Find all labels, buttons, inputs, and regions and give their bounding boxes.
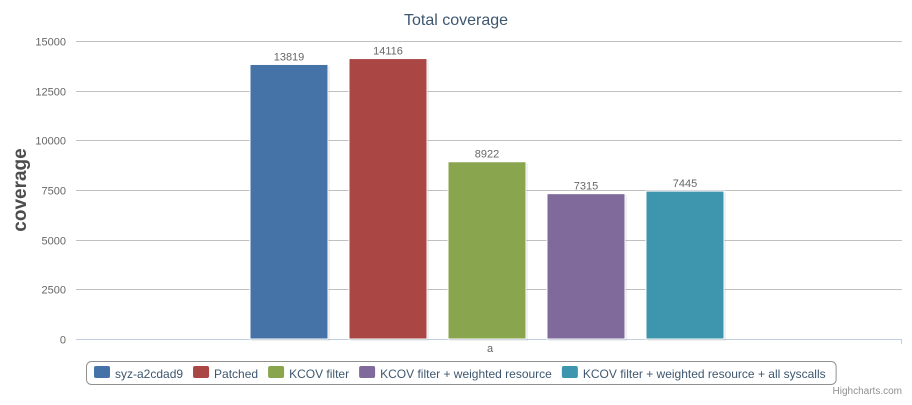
x-tick-labels: a <box>487 343 494 355</box>
legend-label: KCOV filter + weighted resource + all sy… <box>583 367 826 381</box>
y-tick-label: 0 <box>60 335 66 347</box>
legend-item[interactable]: KCOV filter <box>268 366 349 381</box>
legend-swatch <box>94 366 110 378</box>
legend-item[interactable]: Patched <box>193 366 258 381</box>
legend-item[interactable]: KCOV filter + weighted resource <box>359 366 552 381</box>
legend-label: Patched <box>214 367 258 381</box>
y-tick-label: 12500 <box>35 87 66 99</box>
y-axis-label: coverage <box>10 148 31 231</box>
legend-label: KCOV filter <box>289 367 349 381</box>
y-tick-labels: 0 2500 5000 7500 10000 12500 15000 <box>35 37 66 347</box>
data-label: 7445 <box>673 178 697 190</box>
legend-swatch <box>193 366 210 378</box>
data-label: 7315 <box>574 181 598 193</box>
data-label: 14116 <box>373 46 403 58</box>
data-label: 8922 <box>475 149 499 161</box>
legend-item[interactable]: syz-a2cdad9 <box>94 366 183 381</box>
bars <box>249 58 726 341</box>
legend-label: KCOV filter + weighted resource <box>380 367 552 381</box>
y-tick-label: 5000 <box>42 236 66 248</box>
legend[interactable]: syz-a2cdad9 Patched KCOV filter KCOV filter… <box>86 361 837 385</box>
bar-2[interactable] <box>348 58 428 340</box>
legend-label: syz-a2cdad9 <box>115 367 183 381</box>
y-tick-label: 10000 <box>35 136 66 148</box>
legend-swatch <box>268 366 285 378</box>
bar-4[interactable] <box>546 193 626 340</box>
legend-swatch <box>359 366 376 378</box>
credits-link[interactable]: Highcharts.com <box>832 386 902 397</box>
y-tick-label: 15000 <box>35 37 66 49</box>
bar-3[interactable] <box>447 161 527 340</box>
chart-title: Total coverage <box>404 12 508 29</box>
x-tick-label: a <box>487 343 494 355</box>
data-labels: 13819 14116 8922 7315 7445 <box>274 46 698 193</box>
legend-swatch <box>561 366 578 378</box>
y-tick-label: 7500 <box>42 186 66 198</box>
bar-1[interactable] <box>249 63 329 340</box>
legend-item[interactable]: KCOV filter + weighted resource + all sy… <box>561 366 826 381</box>
bar-5[interactable] <box>645 190 725 340</box>
y-tick-label: 2500 <box>42 285 66 297</box>
data-label: 13819 <box>274 51 305 63</box>
